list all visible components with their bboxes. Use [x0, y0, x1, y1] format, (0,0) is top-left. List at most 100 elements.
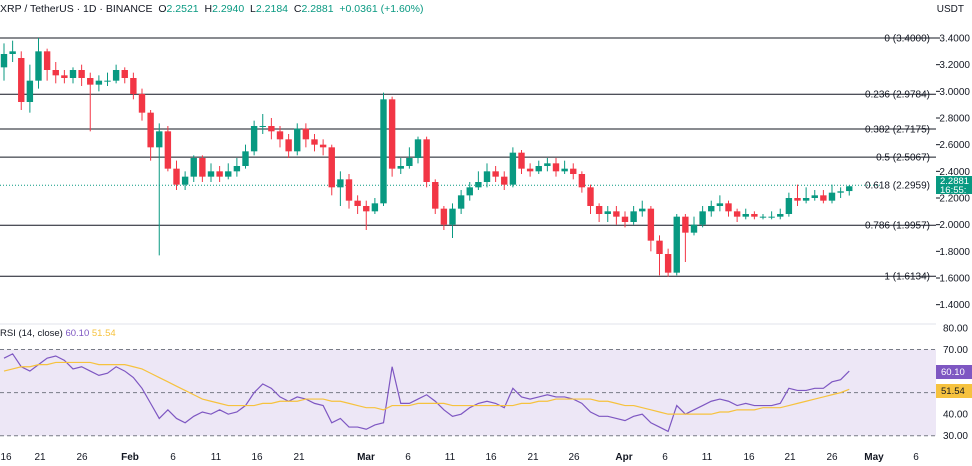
candle-body[interactable]: [742, 214, 749, 217]
candle-body[interactable]: [121, 70, 128, 78]
candle-body[interactable]: [457, 195, 465, 209]
candle-body[interactable]: [173, 168, 180, 185]
candle-body[interactable]: [794, 198, 801, 201]
candle-body[interactable]: [526, 168, 534, 172]
candle-body[interactable]: [432, 182, 439, 209]
candle-body[interactable]: [388, 99, 396, 169]
candle-body[interactable]: [414, 139, 422, 158]
candle-body[interactable]: [319, 144, 327, 148]
candle-body[interactable]: [544, 163, 551, 166]
candle-body[interactable]: [345, 179, 353, 201]
candle-body[interactable]: [751, 214, 758, 217]
candle-body[interactable]: [716, 203, 724, 206]
candle-body[interactable]: [690, 224, 698, 233]
candle-body[interactable]: [673, 216, 680, 273]
candle-body[interactable]: [294, 128, 301, 152]
candle-body[interactable]: [846, 186, 853, 192]
candle-body[interactable]: [604, 211, 611, 214]
candle-body[interactable]: [87, 78, 94, 85]
candle-body[interactable]: [561, 168, 568, 172]
candle-body[interactable]: [518, 152, 525, 169]
symbol-label[interactable]: XRP / TetherUS · 1D · BINANCE: [0, 3, 153, 15]
candle-body[interactable]: [613, 211, 620, 217]
candle-body[interactable]: [138, 94, 146, 113]
candle-body[interactable]: [35, 51, 42, 81]
candle-body[interactable]: [777, 214, 784, 217]
candle-body[interactable]: [820, 195, 827, 201]
candle-body[interactable]: [69, 70, 77, 78]
candle-body[interactable]: [147, 112, 154, 148]
candle-body[interactable]: [95, 80, 103, 85]
candle-body[interactable]: [216, 171, 223, 177]
candle-body[interactable]: [682, 216, 689, 233]
rsi-line[interactable]: [3, 353, 850, 433]
candle-body[interactable]: [768, 216, 775, 218]
candle-body[interactable]: [233, 166, 241, 172]
candle-body[interactable]: [595, 206, 603, 214]
candle-body[interactable]: [664, 254, 672, 273]
candle-body[interactable]: [328, 147, 335, 188]
candle-body[interactable]: [440, 208, 448, 225]
candle-body[interactable]: [276, 131, 284, 140]
candle-body[interactable]: [578, 174, 586, 188]
candle-body[interactable]: [371, 203, 379, 212]
candle-body[interactable]: [0, 54, 8, 68]
candle-body[interactable]: [225, 171, 232, 177]
candle-body[interactable]: [837, 191, 844, 193]
candle-body[interactable]: [828, 192, 836, 201]
candle-body[interactable]: [535, 166, 542, 172]
candle-body[interactable]: [199, 158, 206, 177]
candle-body[interactable]: [268, 126, 275, 132]
candle-body[interactable]: [285, 139, 292, 152]
candle-body[interactable]: [61, 75, 68, 78]
candle-body[interactable]: [449, 208, 456, 225]
candle-body[interactable]: [354, 200, 361, 206]
candle-body[interactable]: [483, 171, 491, 182]
candle-body[interactable]: [621, 216, 629, 222]
candle-body[interactable]: [43, 51, 51, 70]
candle-body[interactable]: [397, 166, 404, 169]
candle-body[interactable]: [552, 163, 560, 172]
candle-body[interactable]: [509, 152, 517, 185]
candle-body[interactable]: [78, 70, 85, 78]
candle-body[interactable]: [363, 206, 370, 212]
candle-body[interactable]: [639, 208, 646, 212]
currency-label[interactable]: USDT: [936, 4, 964, 15]
candle-body[interactable]: [259, 126, 266, 127]
candle-body[interactable]: [250, 126, 258, 152]
candle-body[interactable]: [587, 187, 594, 206]
candle-body[interactable]: [423, 139, 430, 182]
candle-body[interactable]: [112, 70, 120, 81]
candle-body[interactable]: [26, 80, 34, 102]
candle-body[interactable]: [302, 128, 310, 140]
candle-body[interactable]: [475, 182, 482, 188]
rsi-ma-line[interactable]: [3, 361, 850, 415]
candle-body[interactable]: [699, 211, 706, 225]
candle-body[interactable]: [733, 211, 741, 217]
candle-body[interactable]: [18, 58, 25, 102]
candle-body[interactable]: [725, 203, 732, 212]
candle-body[interactable]: [164, 131, 172, 169]
candle-body[interactable]: [570, 168, 577, 174]
candle-body[interactable]: [190, 158, 197, 177]
candle-body[interactable]: [647, 208, 655, 241]
candle-body[interactable]: [656, 240, 663, 254]
candle-body[interactable]: [9, 51, 16, 54]
candle-body[interactable]: [337, 179, 344, 188]
candle-body[interactable]: [311, 139, 318, 145]
candle-body[interactable]: [242, 151, 249, 166]
candle-body[interactable]: [181, 176, 189, 185]
candle-body[interactable]: [501, 176, 508, 185]
candle-body[interactable]: [380, 99, 387, 204]
candle-body[interactable]: [785, 198, 793, 214]
rsi-legend[interactable]: RSI (14, close) 60.10 51.54: [0, 328, 116, 339]
candle-body[interactable]: [52, 70, 59, 76]
candle-body[interactable]: [466, 187, 473, 196]
candle-body[interactable]: [759, 216, 767, 218]
candle-body[interactable]: [156, 131, 163, 148]
candle-body[interactable]: [492, 171, 499, 177]
candle-body[interactable]: [630, 211, 637, 222]
candle-body[interactable]: [104, 80, 111, 82]
candle-body[interactable]: [130, 78, 137, 94]
